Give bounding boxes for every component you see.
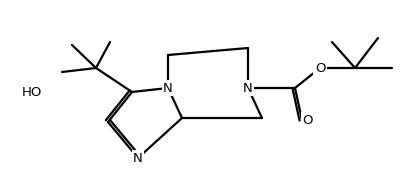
- Text: N: N: [163, 82, 173, 94]
- Text: O: O: [315, 62, 325, 74]
- Text: O: O: [302, 113, 312, 127]
- Text: HO: HO: [21, 86, 42, 98]
- Text: N: N: [133, 151, 143, 165]
- Text: N: N: [243, 82, 253, 94]
